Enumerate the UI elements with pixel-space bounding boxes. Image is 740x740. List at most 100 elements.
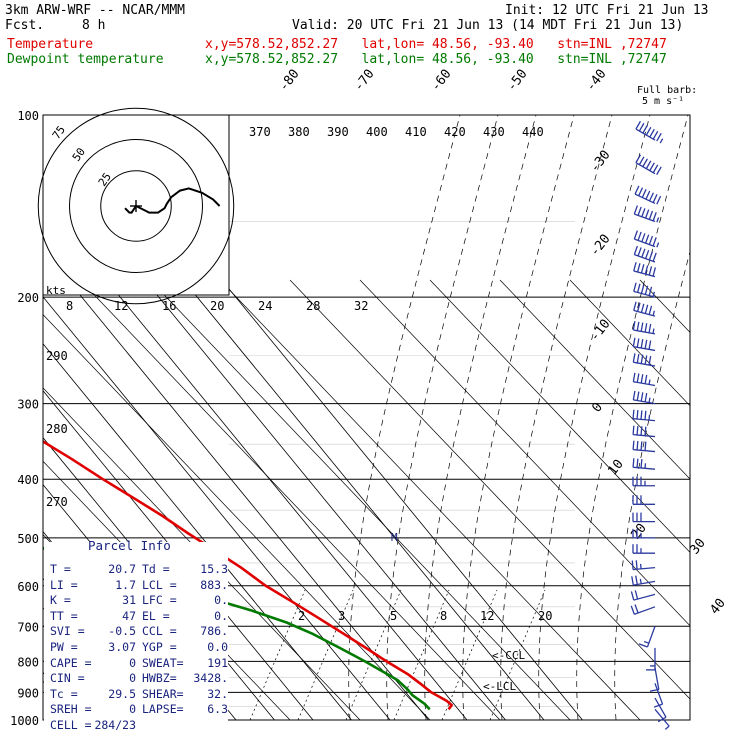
parcel-info-key: K =	[50, 593, 71, 608]
wind-barb-staff	[633, 399, 656, 405]
wind-barb-flag	[644, 339, 648, 349]
parcel-info-panel: T = 20.7 Td = 15.3 LI = 1.7 LCL = 883. K = 31 LFC …	[44, 542, 228, 732]
hodo-scale-label: 8	[66, 299, 73, 313]
wind-barb-flag	[648, 266, 653, 276]
parcel-info-value: 191	[207, 655, 228, 670]
wind-barb-flag	[632, 321, 636, 331]
dry-adiabat-line	[569, 279, 690, 407]
dry-adiabat-label: 280	[46, 422, 68, 436]
isotherm-label: -70	[351, 67, 377, 95]
wind-barb-staff	[633, 329, 656, 335]
parcel-info-cell: LI = 1.7	[50, 578, 142, 594]
wind-barb-flag	[631, 576, 634, 586]
wind-barb-flag	[645, 190, 651, 200]
wind-barb-half-flag	[648, 379, 651, 385]
wind-barb-flag	[652, 267, 657, 277]
parcel-info-key: LFC =	[142, 593, 177, 608]
wind-barb-half-flag	[652, 310, 655, 316]
parcel-info-cell: LCL = 883.	[142, 578, 234, 594]
wind-barb-flag	[634, 590, 639, 600]
isotherm-label: -20	[587, 232, 613, 260]
isotherm-line	[43, 296, 391, 720]
isotherm-line	[43, 249, 429, 720]
parcel-info-row: Tc = 29.5 SHEAR= 32.	[50, 687, 234, 703]
pressure-label-900: 900	[17, 686, 39, 700]
parcel-info-key	[142, 718, 184, 734]
wind-barb-flag	[640, 354, 644, 364]
wind-barb-staff	[633, 567, 656, 571]
wind-barb-flag	[638, 643, 648, 648]
wind-barb-flag	[633, 205, 639, 215]
hodograph-ring-label: 75	[50, 123, 68, 141]
moist-adiabat-line	[348, 115, 461, 720]
dry-adiabat-label: 270	[46, 495, 68, 509]
wind-barb	[632, 476, 655, 487]
wind-barb-half-flag	[656, 242, 660, 248]
parcel-info-row: PW = 3.07 YGP = 0.0	[50, 640, 234, 656]
parcel-info-value: 6.3	[207, 702, 228, 717]
wind-barb-half-flag	[643, 640, 650, 644]
isotherm-label: -40	[583, 67, 609, 95]
wind-barb-flag	[648, 286, 653, 296]
wind-barb-flag	[637, 231, 642, 241]
wind-barb-flag	[638, 122, 645, 132]
wind-barb-flag	[632, 458, 635, 468]
wind-barb-flag	[633, 282, 637, 292]
parcel-info-value: 0	[129, 671, 136, 686]
parcel-info-row: TT = 47 EL = 0.	[50, 609, 234, 625]
wind-barb	[633, 301, 656, 317]
parcel-info-key: SREH =	[50, 702, 92, 717]
parcel-info-key: CELL =	[50, 717, 92, 732]
wind-barb-flag	[632, 409, 635, 419]
wind-barb-flag	[635, 154, 642, 163]
parcel-info-value: 0.	[214, 608, 228, 623]
pressure-label-1000: 1000	[10, 714, 39, 728]
wind-barb-flag	[648, 235, 654, 245]
wind-barb	[633, 245, 657, 263]
wind-barb-flag	[636, 440, 639, 451]
parcel-info-value: 0	[129, 655, 136, 670]
parcel-info-value: 15.3	[200, 562, 228, 576]
pressure-label-600: 600	[17, 580, 39, 594]
wind-barb-staff	[634, 213, 656, 223]
wind-barb-flag	[636, 458, 639, 468]
wind-barb-flag	[644, 441, 647, 451]
mixing-ratio-line	[393, 589, 450, 720]
wind-barb-staff	[654, 683, 664, 705]
dewpoint-location: x,y=578.52,852.27 lat,lon= 48.56, -93.40…	[205, 52, 667, 67]
wind-barb-flag	[644, 410, 647, 420]
moist-adiabat-line	[576, 115, 689, 720]
parcel-info-cell: CAPE = 0	[50, 656, 142, 672]
wind-barb	[632, 321, 656, 335]
wind-barb-flag	[640, 410, 643, 420]
m-marker: M	[391, 531, 398, 544]
wind-barb-flag	[632, 390, 636, 400]
wind-barb-flag	[649, 162, 655, 171]
isotherm-line	[0, 115, 5, 720]
wind-barb-flag	[631, 560, 634, 570]
ccl-annotation: <-CCL	[492, 649, 525, 662]
parcel-info-value: 0.0	[207, 639, 228, 654]
mixing-ratio-line	[345, 589, 402, 720]
wind-barb-flag	[633, 245, 639, 255]
parcel-info-value: 3428.	[193, 671, 228, 686]
wind-barb-staff	[654, 667, 660, 690]
wind-barb-flag	[640, 322, 644, 332]
hodograph-ring-label: 25	[96, 170, 114, 188]
wind-barb-flag	[634, 185, 640, 195]
wind-barb-flag	[648, 323, 652, 333]
wind-barb-flag	[630, 591, 635, 601]
parcel-info-row: LI = 1.7 LCL = 883.	[50, 578, 234, 594]
moist-adiabat-line	[538, 115, 651, 720]
wind-barb-flag	[636, 353, 640, 364]
wind-barb-half-flag	[656, 217, 660, 223]
isotherm-label: -50	[504, 67, 530, 95]
dewpoint-legend: Dewpoint temperature	[7, 52, 164, 67]
wind-barb	[632, 528, 655, 539]
parcel-info-value	[184, 718, 228, 734]
wind-barb-staff	[633, 418, 656, 422]
wind-barb-flag	[648, 251, 654, 261]
wind-barb-flag	[645, 126, 652, 136]
isotherm-line	[43, 343, 352, 720]
wind-barb-flag	[636, 425, 639, 436]
